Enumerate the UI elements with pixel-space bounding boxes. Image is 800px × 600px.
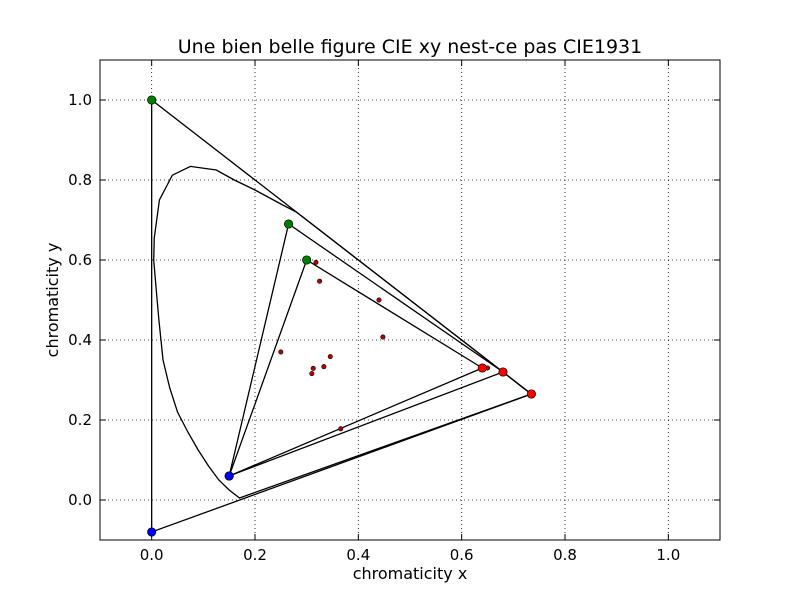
axis-ticks: 0.0 0.2 0.4 0.6 0.8 1.0 0.0 0.2 0.4 0.6 0.8 1.0 [68, 60, 720, 564]
y-tick-label: 0.8 [68, 171, 92, 189]
green-primary-marker [284, 219, 294, 229]
white-point-marker [338, 426, 344, 432]
white-point-marker [278, 349, 284, 355]
red-primary-marker [477, 363, 487, 373]
x-tick-label: 0.2 [243, 546, 267, 564]
x-tick-label: 1.0 [656, 546, 680, 564]
green-primary-marker [147, 95, 157, 105]
blue-primary-marker [147, 527, 157, 537]
y-tick-label: 0.2 [68, 411, 92, 429]
white-point-marker [313, 259, 319, 265]
x-tick-label: 0.6 [450, 546, 474, 564]
y-axis-label: chromaticity y [43, 243, 62, 358]
white-point-marker [376, 297, 382, 303]
white-point-marker [309, 371, 315, 377]
spectral-locus-line [153, 165, 532, 499]
x-tick-label: 0.8 [553, 546, 577, 564]
white-point-marker [317, 278, 323, 284]
gamut-triangle [228, 222, 505, 478]
plot-frame [99, 59, 721, 541]
plot-area [147, 95, 536, 537]
gamut-triangle [228, 259, 484, 478]
gamut-triangle [151, 98, 533, 533]
grid [100, 60, 720, 540]
y-tick-label: 1.0 [68, 91, 92, 109]
y-tick-label: 0.6 [68, 251, 92, 269]
white-point-marker [380, 334, 386, 340]
blue-primary-marker [224, 471, 234, 481]
chart-title: Une bien belle figure CIE xy nest-ce pas… [178, 36, 642, 58]
x-tick-label: 0.4 [346, 546, 370, 564]
red-primary-marker [526, 389, 536, 399]
x-axis-label: chromaticity x [353, 564, 468, 583]
green-primary-marker [302, 255, 312, 265]
y-tick-label: 0.4 [68, 331, 92, 349]
x-tick-label: 0.0 [140, 546, 164, 564]
white-point-marker [310, 365, 316, 371]
white-point-marker [321, 364, 327, 370]
white-point-marker [327, 354, 333, 360]
y-tick-label: 0.0 [68, 491, 92, 509]
red-primary-marker [498, 367, 508, 377]
